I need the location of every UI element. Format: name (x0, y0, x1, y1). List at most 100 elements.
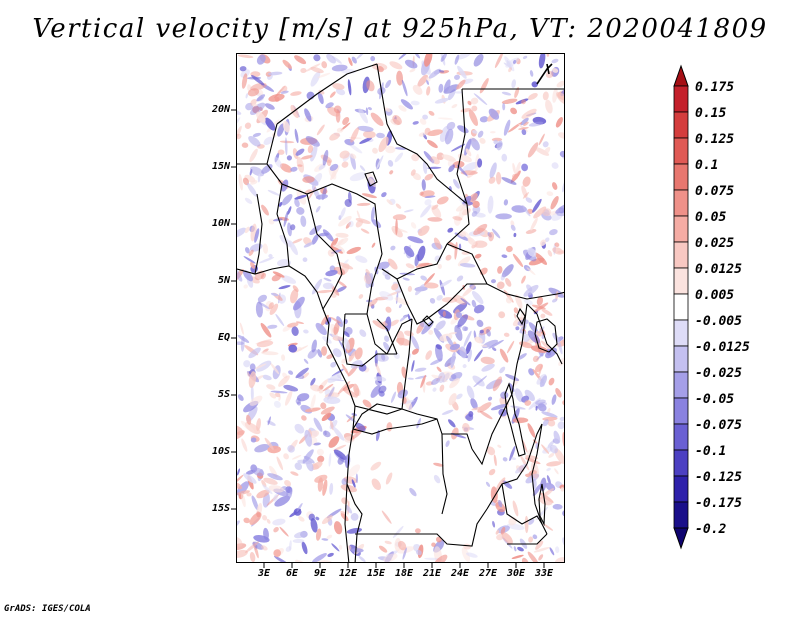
field-cell (435, 320, 446, 331)
field-cell (316, 448, 324, 456)
field-cell (433, 554, 448, 562)
field-cell (292, 296, 305, 311)
field-cell (527, 247, 537, 257)
field-cell (335, 88, 346, 96)
field-cell (260, 545, 268, 551)
field-cell (522, 55, 528, 60)
field-cell (557, 421, 564, 430)
field-cell (501, 98, 518, 105)
field-cell (254, 444, 270, 453)
field-cell (300, 215, 307, 227)
field-cell (509, 445, 516, 462)
field-cell (331, 64, 348, 72)
field-cell (249, 363, 256, 371)
field-cell (376, 261, 390, 270)
field-cell (270, 292, 279, 297)
field-cell (534, 363, 544, 373)
colorbar-swatch (673, 501, 689, 529)
field-cell (272, 271, 285, 278)
field-cell (370, 56, 376, 62)
field-cell (350, 360, 363, 369)
lon-label: 27E (478, 568, 498, 579)
field-cell (237, 125, 242, 143)
field-cell (542, 523, 554, 531)
field-cell (237, 341, 244, 346)
field-cell (340, 512, 349, 522)
field-cell (446, 335, 454, 348)
field-cell (379, 291, 394, 301)
field-cell (443, 84, 460, 94)
field-cell (284, 137, 288, 156)
field-cell (314, 474, 328, 483)
field-cell (398, 105, 407, 112)
field-cell (237, 490, 251, 495)
field-cell (515, 161, 521, 174)
field-cell (450, 351, 456, 368)
field-cell (294, 55, 307, 65)
field-cell (351, 479, 356, 488)
field-cell (462, 161, 480, 172)
field-cell (295, 148, 305, 156)
field-cell (555, 204, 564, 214)
field-cell (490, 501, 496, 506)
field-cell (237, 54, 254, 59)
field-cell (532, 534, 538, 540)
field-cell (451, 104, 458, 109)
field-cell (305, 136, 320, 147)
field-cell (371, 242, 376, 248)
field-cell (471, 211, 478, 217)
field-cell (462, 284, 476, 297)
field-cell (358, 294, 364, 299)
field-cell (295, 321, 305, 324)
field-cell (557, 250, 564, 254)
colorbar-swatch (673, 111, 689, 139)
field-cell (346, 545, 352, 551)
field-cell (366, 80, 375, 92)
lon-label: 3E (257, 568, 271, 579)
field-cell (294, 462, 303, 471)
field-cell (308, 513, 316, 521)
field-cell (470, 137, 480, 151)
field-cell (523, 121, 529, 127)
colorbar-label: -0.175 (695, 496, 742, 511)
field-cell (499, 348, 509, 363)
field-cell (546, 475, 551, 485)
field-cell (345, 221, 352, 229)
field-cell (303, 329, 309, 334)
field-cell (422, 161, 428, 175)
field-cell (249, 395, 263, 406)
field-cell (411, 153, 420, 162)
field-cell (325, 269, 338, 277)
field-cell (449, 378, 460, 389)
field-cell (540, 239, 546, 246)
field-cell (277, 123, 285, 137)
lat-label: 15N (211, 161, 230, 172)
field-cell (313, 54, 321, 62)
field-cell (322, 479, 328, 496)
field-cell (356, 202, 371, 206)
field-cell (320, 154, 333, 163)
field-cell (350, 548, 364, 553)
field-cell (524, 515, 529, 534)
field-cell (419, 118, 427, 125)
field-cell (288, 370, 294, 375)
field-cell (389, 61, 403, 70)
field-cell (526, 267, 536, 276)
field-cell (540, 340, 551, 350)
field-cell (278, 201, 283, 207)
field-cell (245, 541, 260, 553)
field-cell (503, 332, 510, 337)
field-cell (427, 217, 443, 222)
field-cell (355, 473, 359, 484)
field-cell (515, 294, 523, 309)
field-cell (551, 58, 559, 64)
field-cell (510, 107, 518, 115)
field-cell (418, 225, 430, 236)
field-cell (241, 73, 248, 89)
field-cell (263, 477, 278, 485)
field-cell (389, 170, 394, 175)
field-cell (347, 79, 352, 96)
field-cell (479, 137, 486, 144)
field-cell (363, 130, 376, 139)
field-cell (317, 72, 331, 78)
